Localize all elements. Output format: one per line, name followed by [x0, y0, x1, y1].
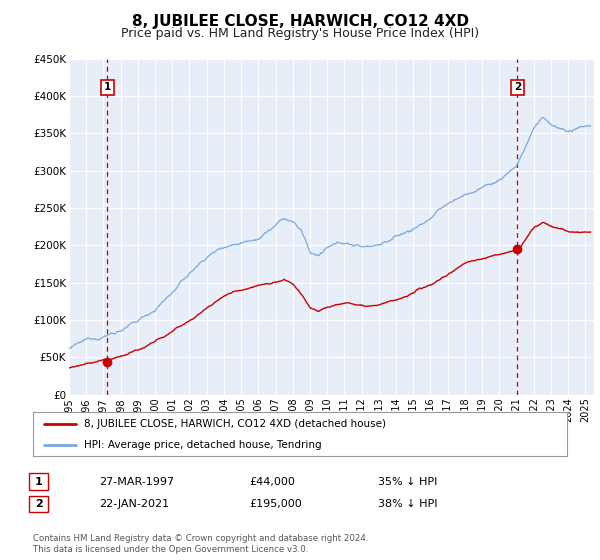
Text: 1: 1 — [104, 82, 111, 92]
Text: 2: 2 — [514, 82, 521, 92]
Text: Contains HM Land Registry data © Crown copyright and database right 2024.: Contains HM Land Registry data © Crown c… — [33, 534, 368, 543]
Text: £195,000: £195,000 — [249, 499, 302, 509]
Text: 2: 2 — [35, 499, 43, 509]
Text: 38% ↓ HPI: 38% ↓ HPI — [378, 499, 437, 509]
Text: £44,000: £44,000 — [249, 477, 295, 487]
Text: 22-JAN-2021: 22-JAN-2021 — [99, 499, 169, 509]
Text: 27-MAR-1997: 27-MAR-1997 — [99, 477, 174, 487]
Text: This data is licensed under the Open Government Licence v3.0.: This data is licensed under the Open Gov… — [33, 545, 308, 554]
Text: 8, JUBILEE CLOSE, HARWICH, CO12 4XD: 8, JUBILEE CLOSE, HARWICH, CO12 4XD — [131, 14, 469, 29]
Text: 35% ↓ HPI: 35% ↓ HPI — [378, 477, 437, 487]
Text: Price paid vs. HM Land Registry's House Price Index (HPI): Price paid vs. HM Land Registry's House … — [121, 27, 479, 40]
Text: HPI: Average price, detached house, Tendring: HPI: Average price, detached house, Tend… — [84, 440, 322, 450]
Text: 1: 1 — [35, 477, 43, 487]
Text: 8, JUBILEE CLOSE, HARWICH, CO12 4XD (detached house): 8, JUBILEE CLOSE, HARWICH, CO12 4XD (det… — [84, 419, 386, 429]
